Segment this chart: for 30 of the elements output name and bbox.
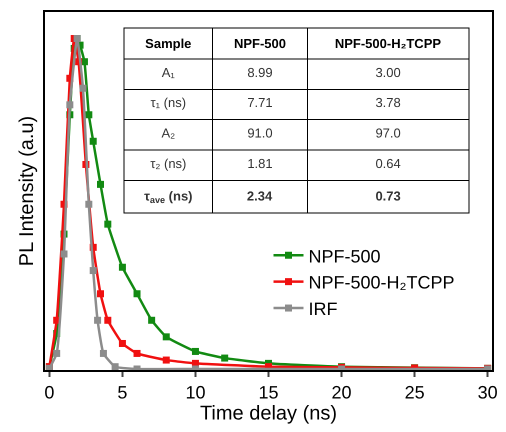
text: 91.0 xyxy=(247,125,273,140)
category-label: NPF-500-H₂TCPP xyxy=(334,36,442,51)
text: 7.71 xyxy=(247,95,273,110)
x-tick-label: 25 xyxy=(404,382,425,403)
category-label: τ₂ (ns) xyxy=(150,156,186,171)
text: 0.73 xyxy=(375,188,401,204)
x-axis-title: Time delay (ns) xyxy=(200,402,338,425)
category-label: NPF-500 xyxy=(234,36,286,51)
text: 0.64 xyxy=(375,156,401,171)
legend-label: NPF-500-H₂TCPP xyxy=(308,272,455,293)
x-tick-label: 0 xyxy=(44,382,54,403)
text: 8.99 xyxy=(247,64,273,80)
category-label: τ$_{ave}$ (ns) xyxy=(144,188,193,206)
legend-label: IRF xyxy=(308,299,338,320)
y-axis-title: PL Intensity (a.u) xyxy=(16,116,38,266)
legend-label: NPF-500 xyxy=(308,246,381,266)
x-tick-label: 30 xyxy=(478,382,498,403)
category-label: τ₁ (ns) xyxy=(150,95,186,110)
x-tick-label: 15 xyxy=(258,382,279,403)
text: 97.0 xyxy=(375,125,401,140)
x-tick-label: 5 xyxy=(117,382,128,403)
text: 3.00 xyxy=(375,64,401,80)
category-label: Sample xyxy=(145,36,192,51)
text: 3.78 xyxy=(375,95,401,110)
text: 2.34 xyxy=(246,188,272,204)
category-label: A₁ xyxy=(162,64,175,80)
category-label: A₂ xyxy=(161,125,176,140)
x-tick-label: 10 xyxy=(185,382,206,403)
text: 1.81 xyxy=(247,156,273,171)
x-tick-label: 20 xyxy=(332,382,352,403)
